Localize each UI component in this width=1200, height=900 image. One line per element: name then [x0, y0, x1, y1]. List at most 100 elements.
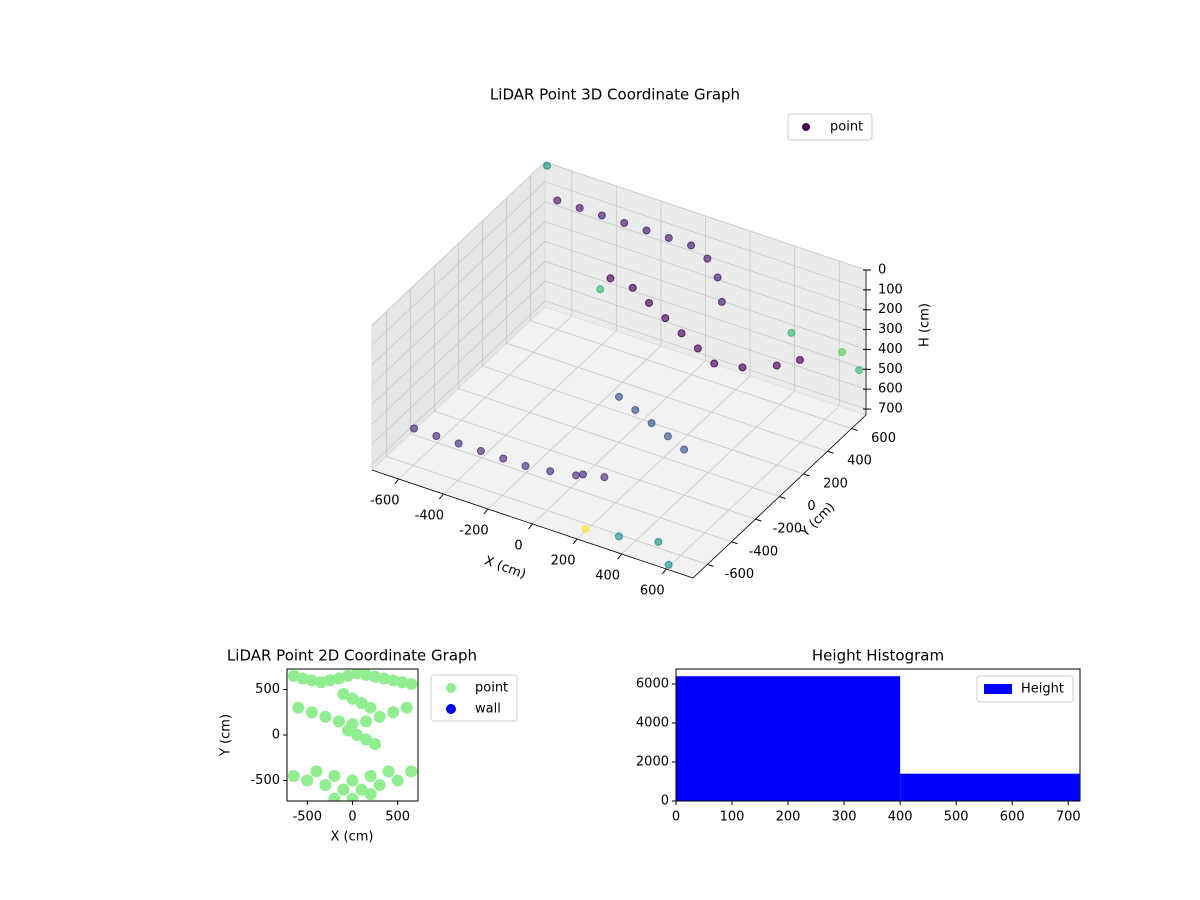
- y-tick-label: -200: [773, 522, 803, 537]
- grid-line: [544, 260, 867, 370]
- point: [693, 344, 702, 353]
- point: [663, 432, 672, 441]
- point: [664, 233, 673, 242]
- x-tick-label: 500: [385, 810, 410, 825]
- point: [606, 274, 615, 283]
- point: [305, 674, 318, 687]
- point: [772, 361, 781, 370]
- x-tick: [528, 523, 533, 530]
- point: [795, 355, 804, 364]
- point: [314, 676, 327, 689]
- point: [346, 774, 359, 787]
- grid-line: [386, 456, 708, 565]
- grid-line: [530, 320, 852, 429]
- x-tick-label: 500: [944, 810, 969, 825]
- y-tick-label: 2000: [636, 755, 669, 770]
- point: [600, 473, 609, 482]
- grid-line: [544, 241, 867, 350]
- y-tick-label: 4000: [636, 716, 669, 731]
- z-tick-label: 100: [878, 282, 903, 297]
- chart-title: LiDAR Point 3D Coordinate Graph: [490, 86, 740, 104]
- z-tick-label: 600: [878, 382, 903, 397]
- grid-line: [371, 221, 546, 385]
- x-tick-label: 700: [1056, 810, 1081, 825]
- legend-label: Height: [1021, 682, 1064, 697]
- x-tick-label: -400: [415, 509, 445, 524]
- grid-line: [482, 365, 804, 475]
- point: [364, 769, 377, 782]
- y-tick-label: 500: [255, 682, 280, 697]
- x-tick-label: 200: [551, 554, 576, 569]
- grid-line: [544, 181, 867, 291]
- y-tick-label: -500: [250, 773, 280, 788]
- point: [738, 363, 747, 372]
- grid-line: [371, 201, 546, 366]
- x-tick-label: 400: [595, 569, 620, 584]
- point: [346, 792, 359, 801]
- point: [287, 669, 300, 682]
- point: [837, 348, 846, 357]
- y-tick-label: 6000: [636, 677, 669, 692]
- x-tick: [394, 478, 400, 485]
- x-tick: [438, 493, 444, 500]
- point: [337, 783, 350, 796]
- grid-line: [371, 300, 546, 465]
- grid-line: [544, 280, 867, 390]
- legend-swatch: [984, 684, 1012, 694]
- point: [553, 196, 562, 205]
- point: [369, 738, 382, 751]
- z-axis-label: H (cm): [918, 303, 933, 347]
- point: [319, 710, 332, 723]
- point: [631, 405, 640, 414]
- point: [351, 669, 364, 680]
- point: [578, 470, 587, 479]
- grid-line: [371, 261, 546, 425]
- point: [287, 769, 300, 782]
- chart-title: LiDAR Point 2D Coordinate Graph: [227, 647, 477, 665]
- point: [391, 774, 404, 787]
- point: [360, 733, 373, 746]
- point: [645, 298, 654, 307]
- y-tick-label: 0: [807, 499, 815, 514]
- point: [410, 424, 419, 433]
- point: [341, 724, 354, 737]
- point: [432, 431, 441, 440]
- legend-label: point: [830, 120, 863, 135]
- y-tick: [707, 563, 714, 567]
- point: [703, 254, 712, 263]
- point: [596, 285, 605, 294]
- point: [337, 688, 350, 701]
- grid-line: [371, 181, 546, 346]
- y-tick-label: 400: [847, 454, 872, 469]
- point: [387, 706, 400, 719]
- x-tick-label: 600: [1000, 810, 1025, 825]
- point: [614, 532, 623, 541]
- point: [581, 525, 590, 534]
- point: [710, 359, 719, 368]
- y-tick-label: -600: [725, 567, 755, 582]
- x-tick: [572, 538, 578, 545]
- point: [378, 672, 391, 685]
- point: [328, 769, 341, 782]
- x-tick-label: 0: [672, 810, 680, 825]
- y-tick: [755, 518, 762, 522]
- plot-area: [287, 669, 418, 801]
- point: [628, 283, 637, 292]
- point: [521, 461, 530, 470]
- point: [351, 729, 364, 741]
- x-tick: [661, 568, 667, 575]
- point: [680, 445, 689, 454]
- y-tick-label: 200: [823, 476, 848, 491]
- z-tick-label: 400: [878, 342, 903, 357]
- x-tick-label: -200: [459, 524, 489, 539]
- x-tick-label: 400: [888, 810, 913, 825]
- legend-marker: [446, 683, 456, 693]
- point: [454, 439, 463, 448]
- point: [476, 446, 485, 455]
- point: [292, 701, 305, 714]
- grid-line: [410, 433, 732, 543]
- point: [360, 715, 373, 728]
- x-tick-label: 300: [832, 810, 857, 825]
- y-axis-label: Y (cm): [219, 714, 234, 757]
- bar: [676, 676, 901, 801]
